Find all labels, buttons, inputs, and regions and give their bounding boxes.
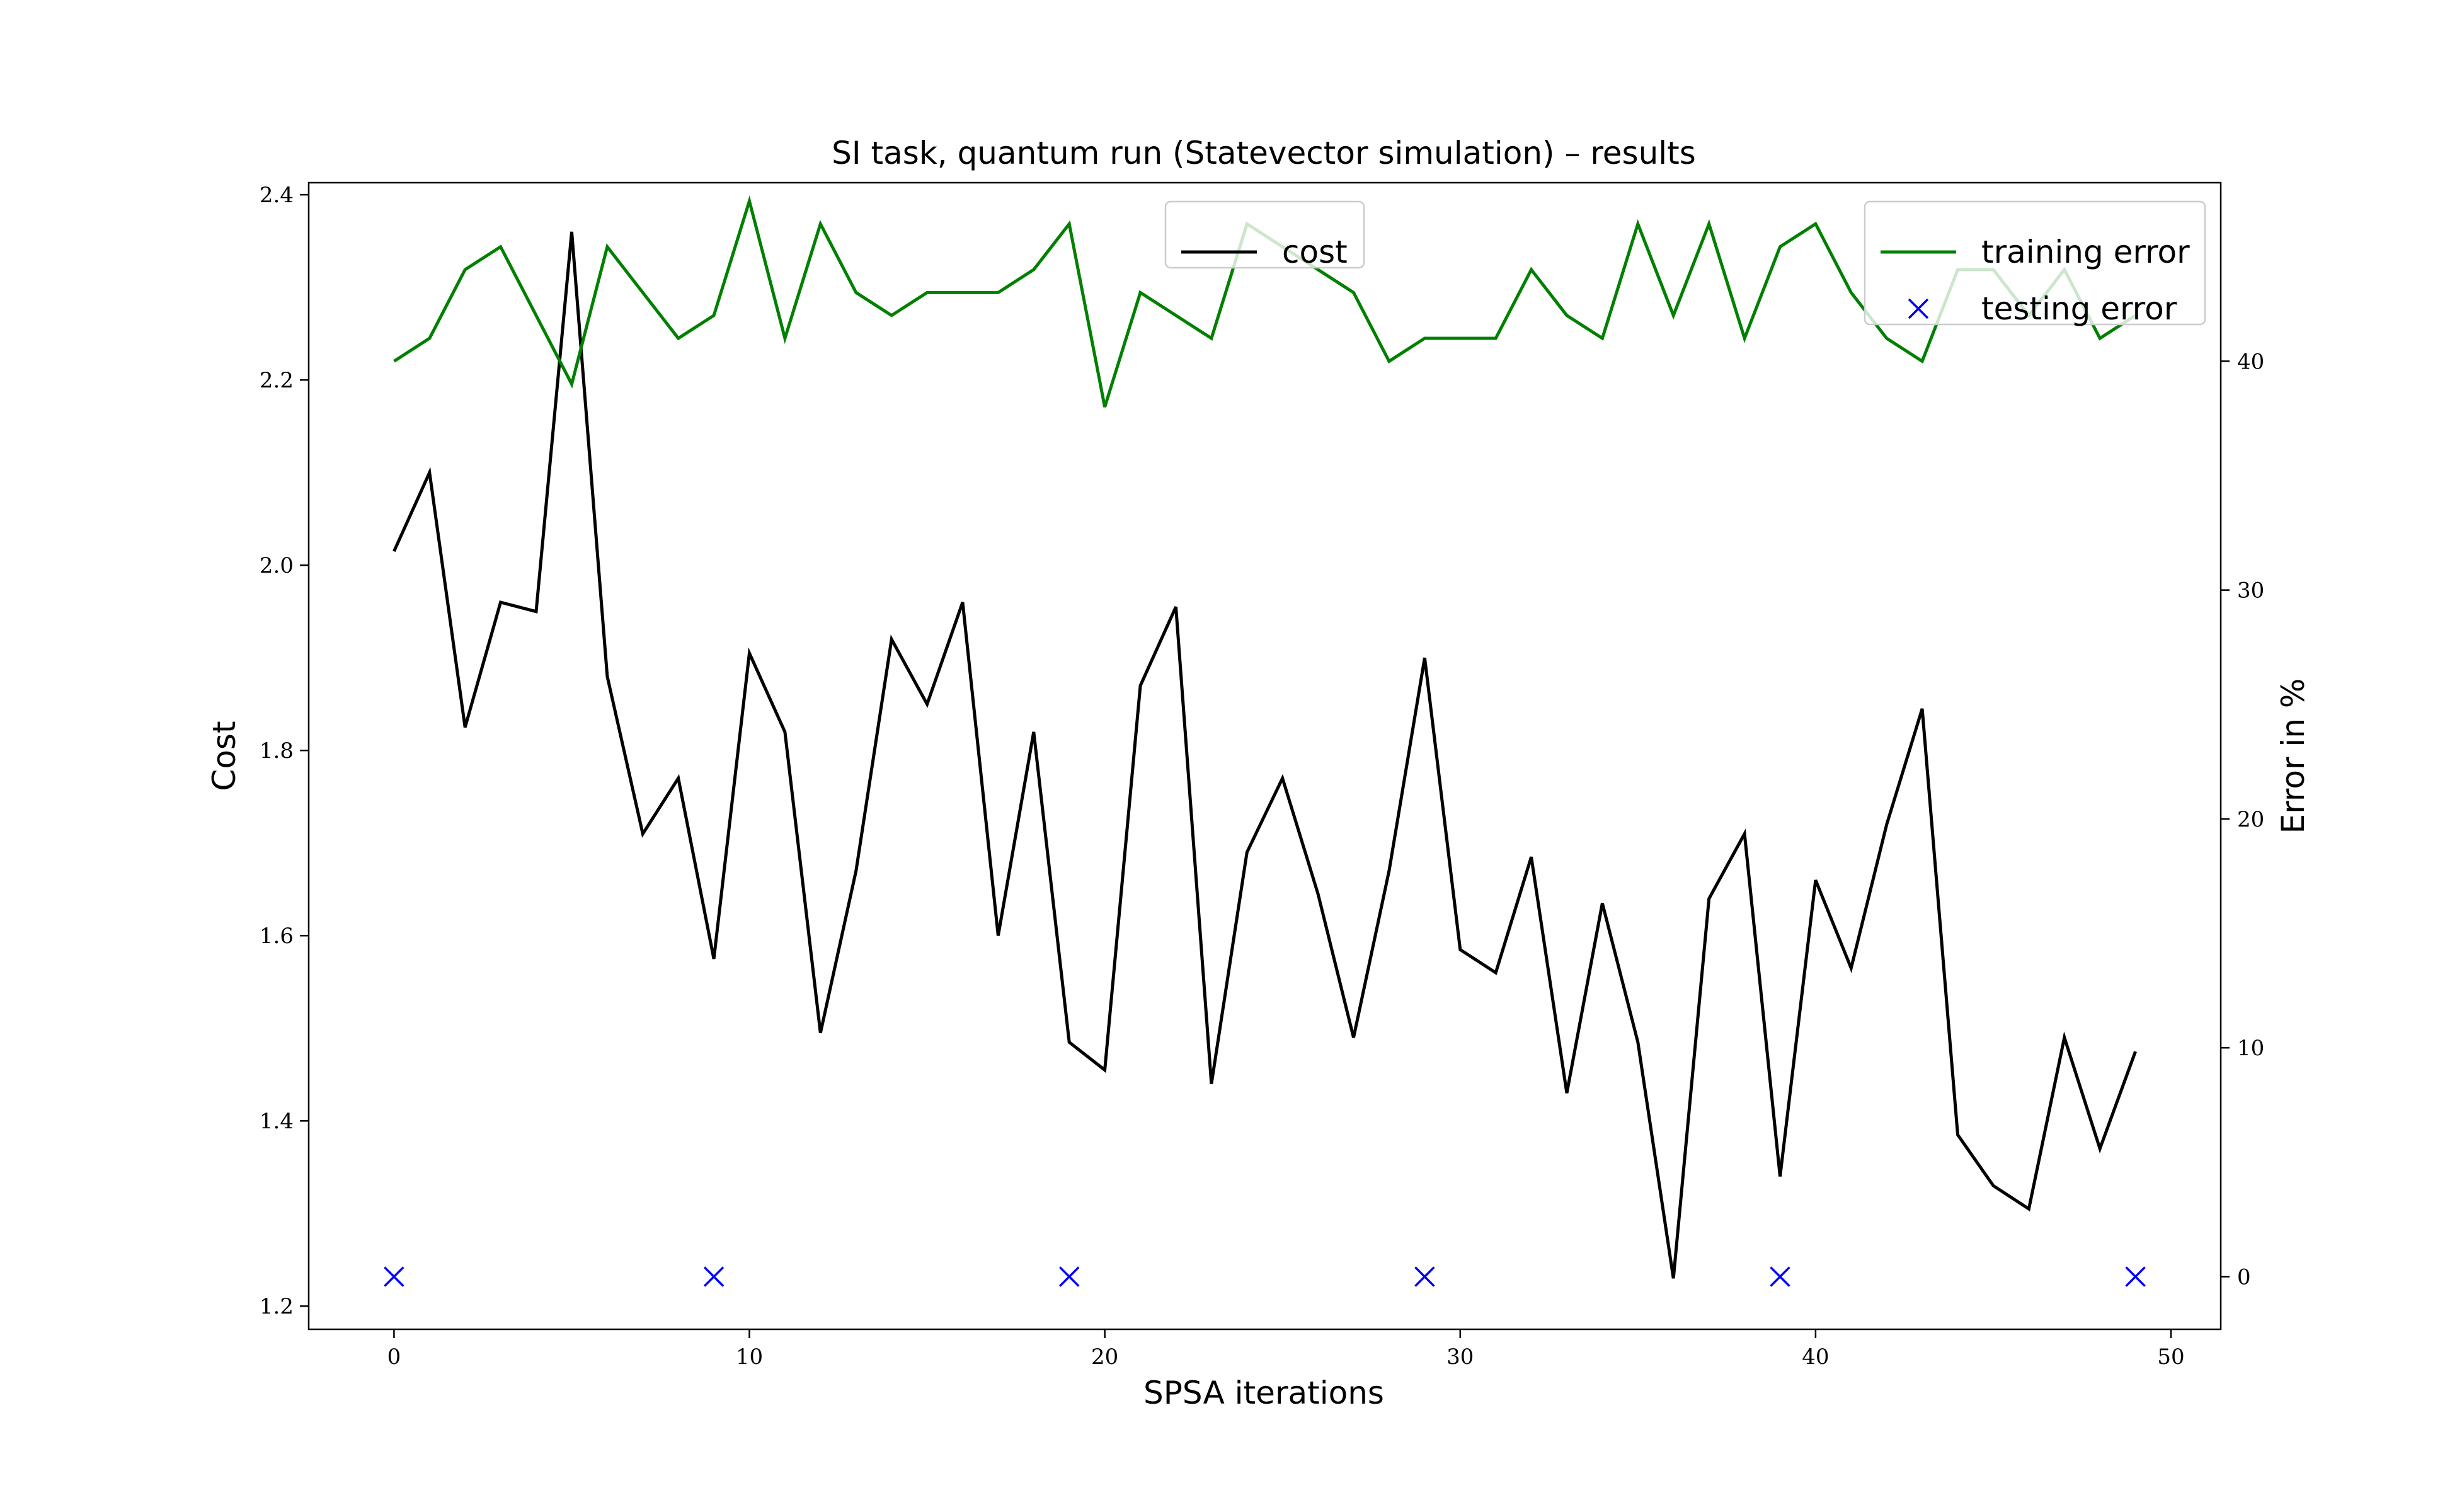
legend-cost: cost <box>1164 200 1365 270</box>
right-y-tick-label: 30 <box>2237 578 2264 604</box>
legend-label: testing error <box>1981 290 2177 327</box>
y-tick-label: 1.8 <box>260 738 294 764</box>
x-tick-label: 30 <box>1446 1344 1474 1370</box>
marker-stroke <box>1770 1266 1790 1287</box>
x-axis-label: SPSA iterations <box>1143 1375 1384 1411</box>
legends: cost training error testing error <box>1164 200 2206 327</box>
testing-error-marker <box>1770 1266 1790 1287</box>
legend-swatch <box>1908 298 1929 319</box>
y-tick-label: 2.0 <box>260 553 294 578</box>
x-tick-label: 50 <box>2157 1344 2184 1370</box>
x-tick-label: 40 <box>1802 1344 1829 1370</box>
y-tick-label: 1.2 <box>260 1294 294 1319</box>
legend-frame <box>1864 200 2206 326</box>
right-y-axis-label: Error in % <box>2275 679 2311 834</box>
testing-error-marker <box>703 1266 724 1287</box>
legend-errors: training error testing error <box>1864 200 2206 327</box>
legend-label: cost <box>1282 234 1348 270</box>
x-tick-label: 10 <box>736 1344 763 1370</box>
plot-area-frame <box>307 181 2222 1331</box>
y-tick-label: 1.6 <box>260 924 294 949</box>
chart-title: SI task, quantum run (Statevector simula… <box>832 135 1696 171</box>
right-y-tick-label: 20 <box>2237 807 2264 832</box>
marker-stroke <box>1414 1266 1435 1287</box>
y-tick-label: 2.2 <box>260 368 294 393</box>
right-y-tick-label: 10 <box>2237 1036 2264 1061</box>
marker-stroke <box>1058 1266 1080 1287</box>
x-tick-label: 20 <box>1091 1344 1118 1370</box>
cost-line <box>392 231 2137 1279</box>
marker-stroke <box>2125 1266 2146 1287</box>
x-tick-label: 0 <box>387 1344 401 1370</box>
y-axis-label: Cost <box>206 721 243 791</box>
y-tick-label: 1.4 <box>260 1109 294 1134</box>
y-tick-label: 2.4 <box>260 183 294 208</box>
testing-error-marker <box>1414 1266 1435 1287</box>
testing-error-marker <box>2125 1266 2146 1287</box>
marker-stroke <box>384 1266 404 1287</box>
axis-ticks: 0 10 20 30 40 50 1.2 1.4 1.6 1.8 2.0 2.2 2.4 0 10 20 30 4… <box>260 183 2264 1370</box>
right-y-tick-label: 40 <box>2237 349 2264 374</box>
right-y-tick-label: 0 <box>2237 1264 2251 1290</box>
testing-error-marker <box>1058 1266 1080 1287</box>
legend-label: training error <box>1981 234 2190 270</box>
testing-error-marker <box>384 1266 404 1287</box>
marker-stroke <box>703 1266 724 1287</box>
